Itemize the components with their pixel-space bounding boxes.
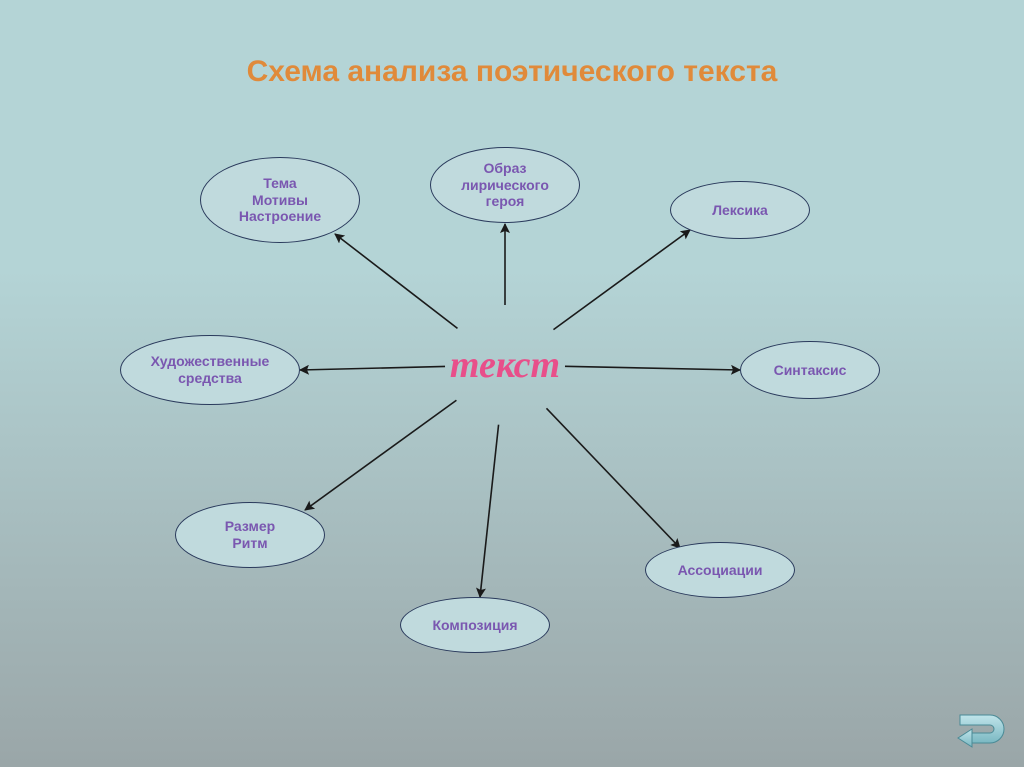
node-label: Образлирическогогероя bbox=[461, 160, 549, 210]
node-label: Композиция bbox=[432, 617, 517, 634]
node-label: РазмерРитм bbox=[225, 518, 275, 552]
node-artistic: Художественныесредства bbox=[120, 335, 300, 405]
node-compos: Композиция bbox=[400, 597, 550, 653]
node-meter: РазмерРитм bbox=[175, 502, 325, 568]
node-label: Синтаксис bbox=[774, 362, 847, 379]
node-theme: ТемаМотивыНастроение bbox=[200, 157, 360, 243]
node-label: Ассоциации bbox=[678, 562, 763, 579]
node-image: Образлирическогогероя bbox=[430, 147, 580, 223]
node-lexis: Лексика bbox=[670, 181, 810, 239]
slide-title: Схема анализа поэтического текста bbox=[0, 55, 1024, 89]
node-assoc: Ассоциации bbox=[645, 542, 795, 598]
center-label: текст bbox=[450, 343, 560, 387]
node-label: ТемаМотивыНастроение bbox=[239, 175, 321, 225]
next-slide-arrow-icon[interactable] bbox=[950, 705, 1010, 753]
node-label: Художественныесредства bbox=[151, 353, 270, 387]
node-label: Лексика bbox=[712, 202, 768, 219]
node-syntax: Синтаксис bbox=[740, 341, 880, 399]
